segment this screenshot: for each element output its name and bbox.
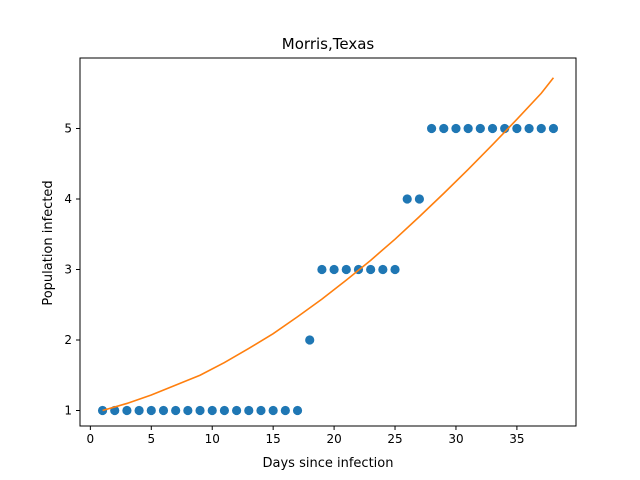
x-tick-label: 30: [448, 432, 463, 446]
data-point: [244, 405, 254, 416]
data-point: [341, 264, 351, 275]
y-tick-label: 1: [64, 403, 72, 417]
x-tick-label: 5: [147, 432, 155, 446]
y-tick-label: 4: [64, 192, 72, 206]
x-axis-label: Days since infection: [263, 456, 394, 471]
fit-line: [102, 77, 555, 412]
data-point: [183, 405, 193, 416]
data-point: [426, 123, 437, 134]
x-tick-label: 10: [205, 432, 220, 446]
data-point: [122, 405, 132, 416]
data-point: [536, 123, 546, 134]
data-point: [207, 405, 217, 416]
data-point: [390, 264, 400, 275]
data-point: [305, 335, 315, 345]
data-point: [487, 123, 498, 134]
data-point: [512, 123, 522, 134]
data-point: [500, 123, 510, 134]
x-tick-label: 0: [87, 432, 95, 446]
y-tick-label: 5: [64, 121, 72, 135]
data-point: [451, 123, 461, 134]
plot-area: [97, 77, 559, 416]
data-point: [463, 123, 473, 134]
data-point: [366, 264, 376, 275]
y-tick-label: 3: [64, 262, 72, 276]
data-point: [219, 405, 230, 416]
data-point: [475, 123, 485, 134]
data-point: [548, 123, 559, 134]
data-point: [329, 264, 339, 275]
data-point: [317, 264, 327, 275]
data-point: [134, 405, 144, 416]
data-point: [524, 123, 534, 134]
data-point: [280, 405, 290, 416]
x-tick-label: 15: [266, 432, 281, 446]
y-tick-label: 2: [64, 333, 72, 347]
plot-frame: [79, 57, 577, 427]
data-point: [414, 194, 424, 204]
data-point: [402, 194, 412, 204]
x-tick-label: 20: [326, 432, 341, 446]
y-axis-label: Population infected: [41, 180, 56, 305]
data-point: [195, 405, 205, 416]
data-point: [232, 405, 242, 416]
data-point: [439, 123, 449, 134]
data-point: [268, 405, 278, 416]
data-point: [378, 264, 388, 275]
data-point: [256, 405, 266, 416]
x-tick-label: 25: [387, 432, 402, 446]
data-point: [146, 405, 156, 416]
data-point: [292, 405, 303, 416]
data-point: [171, 405, 181, 416]
x-tick-label: 35: [509, 432, 524, 446]
axes: 0 5 10 15 20 25 30 35 1 2 3 4 5: [64, 57, 577, 446]
chart-title: Morris,Texas: [282, 35, 375, 53]
data-point: [158, 405, 169, 416]
